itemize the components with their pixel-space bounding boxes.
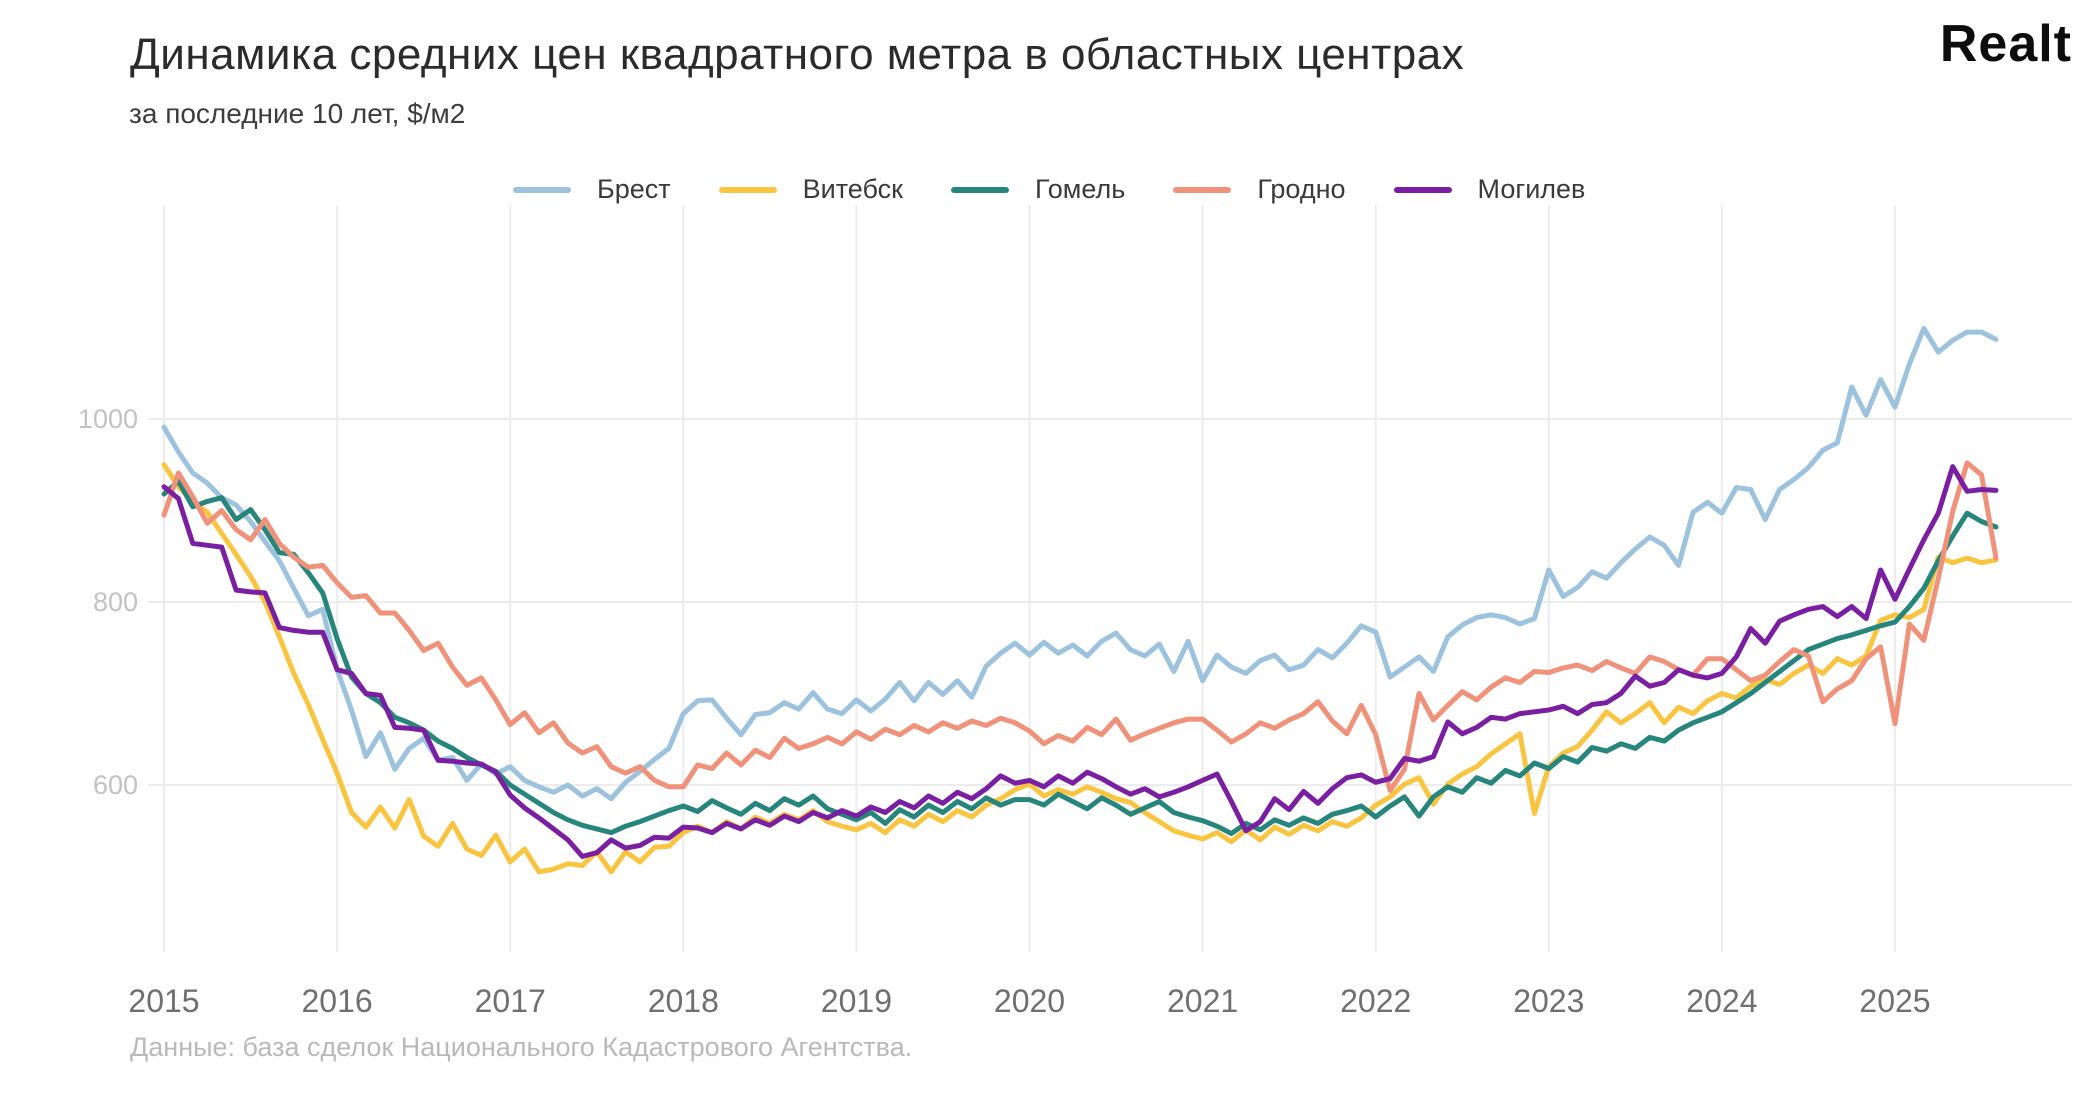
legend-item-vitebsk[interactable]: Витебск	[718, 174, 903, 205]
legend-label-grodno: Гродно	[1257, 174, 1346, 204]
legend-item-gomel[interactable]: Гомель	[950, 174, 1126, 205]
series-line-vitebsk	[161, 462, 1999, 875]
x-axis-tick-label-2020: 2020	[994, 983, 1065, 1019]
series-line-mogilev	[161, 464, 1999, 859]
x-axis-tick-label-2019: 2019	[821, 983, 892, 1019]
series-line-gomel	[161, 478, 1999, 836]
x-axis-tick-label-2025: 2025	[1859, 983, 1930, 1019]
legend-label-brest: Брест	[597, 174, 671, 204]
realt-logo: Realt	[1939, 15, 2072, 73]
legend-swatch-mogilev	[1393, 186, 1452, 193]
chart-legend: Брест Витебск Гомель Гродно Могилев	[513, 174, 1585, 205]
legend-label-gomel: Гомель	[1034, 174, 1126, 204]
legend-label-vitebsk: Витебск	[802, 174, 903, 204]
x-axis-tick-label-2015: 2015	[128, 983, 199, 1019]
x-axis-tick-label-2021: 2021	[1167, 983, 1238, 1019]
legend-swatch-brest	[513, 186, 571, 193]
legend-label-mogilev: Могилев	[1477, 174, 1586, 204]
gridlines	[148, 205, 2072, 952]
y-axis-tick-label: 600	[93, 770, 138, 800]
legend-item-brest[interactable]: Брест	[513, 174, 671, 205]
series-line-brest	[161, 325, 1999, 802]
y-axis-tick-label: 1000	[78, 404, 138, 434]
x-axis-labels: 2015 2016 2017 2018 2019 2020 2021 2022 2023 2024…	[128, 983, 1930, 1019]
y-axis-labels: 600 800 1000	[78, 404, 138, 800]
data-source-note: Данные: база сделок Национального Кадаст…	[130, 1032, 913, 1062]
legend-item-mogilev[interactable]: Могилев	[1393, 174, 1586, 205]
legend-swatch-grodno	[1173, 186, 1232, 193]
legend-item-grodno[interactable]: Гродно	[1173, 174, 1346, 205]
y-axis-tick-label: 800	[93, 587, 138, 617]
x-axis-tick-label-2024: 2024	[1686, 983, 1757, 1019]
page-subtitle: за последние 10 лет, $/м2	[129, 98, 466, 129]
legend-swatch-vitebsk	[718, 186, 777, 193]
x-axis-tick-label-2017: 2017	[475, 983, 546, 1019]
legend-swatch-gomel	[950, 186, 1009, 193]
x-axis-tick-label-2022: 2022	[1340, 983, 1411, 1019]
x-axis-tick-label-2018: 2018	[648, 983, 719, 1019]
x-axis-tick-label-2016: 2016	[302, 983, 373, 1019]
x-axis-tick-label-2023: 2023	[1513, 983, 1584, 1019]
page-title: Динамика средних цен квадратного метра в…	[130, 30, 1465, 79]
